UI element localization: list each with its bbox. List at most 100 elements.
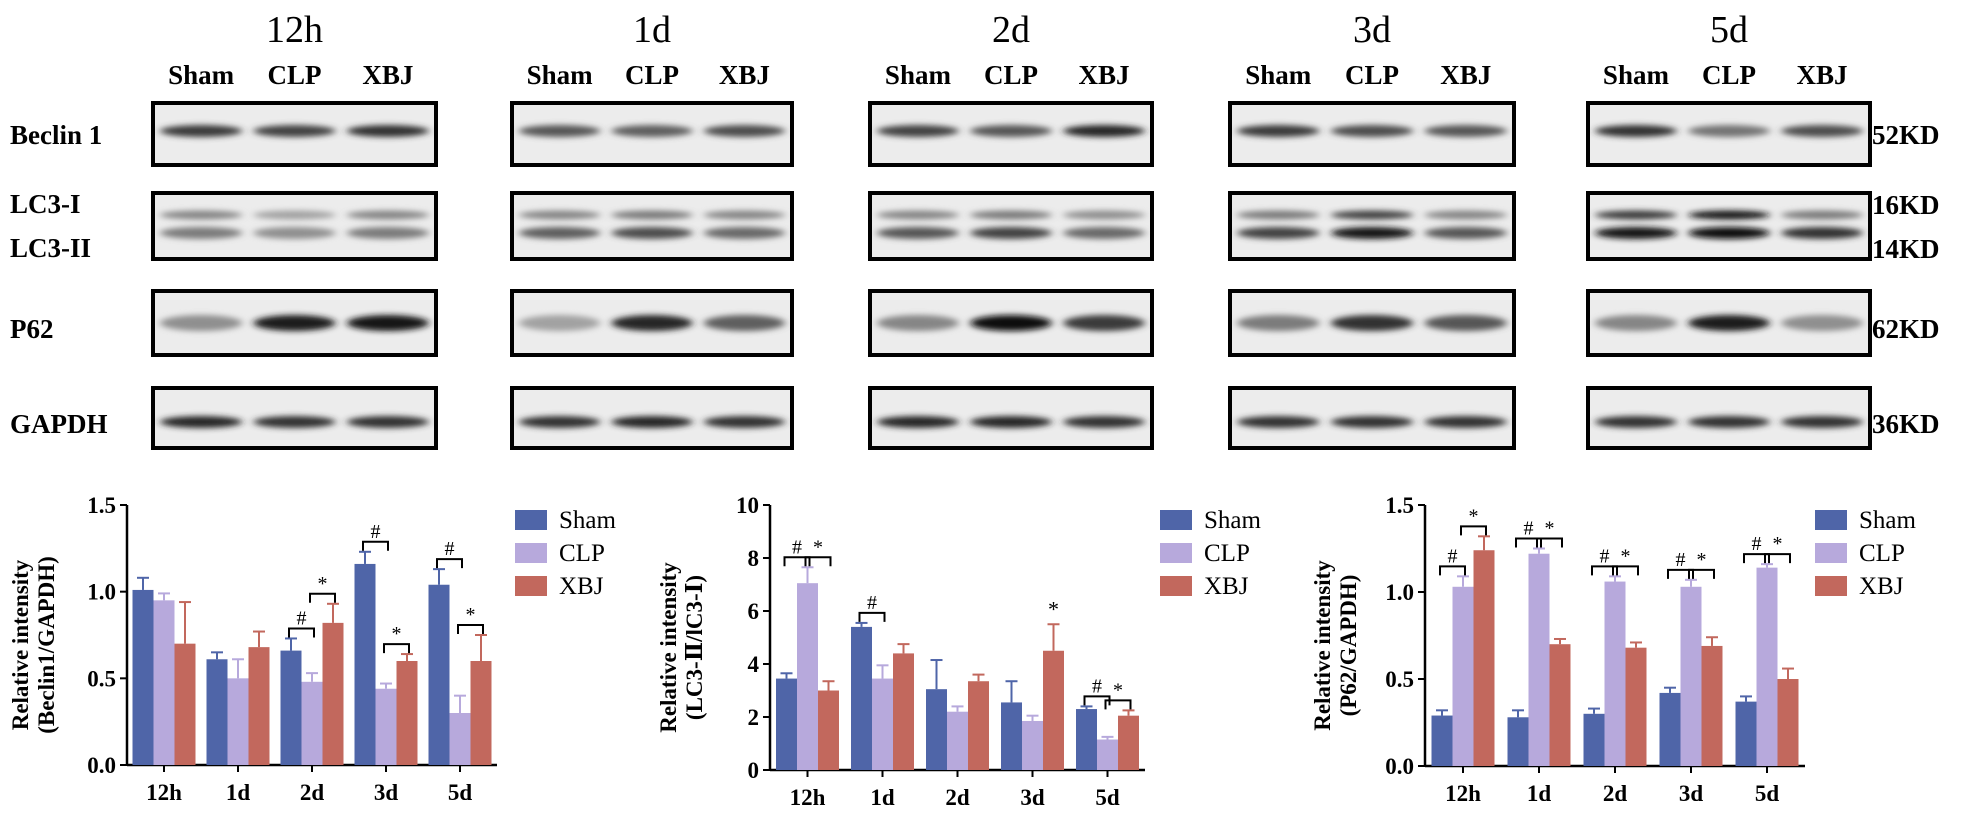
protein-label: Beclin 1 [10, 120, 102, 150]
lane-label: CLP [625, 60, 679, 90]
lane-label: Sham [885, 60, 952, 90]
y-tick-label: 0.5 [87, 666, 116, 691]
bar-xbj [1043, 650, 1064, 770]
significance-mark: # [867, 592, 877, 614]
legend-swatch [1160, 543, 1192, 563]
legend-swatch [515, 510, 547, 530]
bar-sham [1659, 692, 1681, 766]
bar-clp [375, 688, 397, 765]
significance-mark: # [1524, 518, 1534, 540]
legend-label: CLP [559, 540, 605, 567]
bar-clp [449, 713, 471, 765]
band-beclin1 [1781, 125, 1863, 137]
y-axis-label-line: Relative intensity [656, 562, 681, 733]
band-beclin1 [1063, 125, 1145, 137]
lane-label: XBJ [362, 60, 413, 90]
band-lc3-ii [877, 227, 959, 239]
significance-mark: * [813, 536, 823, 558]
band-p62 [1330, 315, 1414, 331]
band-lc3-ii [1781, 227, 1863, 239]
x-tick-label: 3d [374, 780, 399, 805]
y-tick-label: 0.0 [1385, 754, 1414, 779]
bar-sham [354, 563, 376, 765]
significance-bracket [309, 592, 336, 603]
x-tick-label: 12h [1445, 781, 1481, 806]
legend-label: Sham [559, 507, 617, 534]
significance-mark: * [392, 623, 402, 645]
blot-box-lc3 [868, 191, 1154, 261]
bar-xbj [174, 643, 196, 765]
significance-mark: * [466, 604, 476, 626]
lane-label: CLP [1345, 60, 1399, 90]
timepoint-label: 3d [1353, 9, 1391, 51]
y-tick-label: 2 [748, 705, 760, 730]
y-axis-label-line: (P62/GAPDH) [1336, 575, 1361, 717]
band-p62 [703, 315, 786, 331]
bar-clp [1022, 720, 1043, 770]
bar-xbj [1777, 679, 1799, 766]
band-lc3-ii [253, 227, 336, 239]
significance-mark: # [1600, 545, 1610, 567]
x-tick-label: 12h [790, 785, 826, 810]
x-tick-label: 5d [448, 780, 473, 805]
blot-group-3d: 3d Sham CLP XBJ [1228, 9, 1516, 450]
marker-size-label: 14KD [1872, 234, 1940, 264]
marker-size-label: 52KD [1872, 120, 1940, 150]
legend-label: XBJ [1859, 573, 1904, 600]
significance-mark: # [297, 607, 307, 629]
band-p62 [877, 315, 959, 331]
band-beclin1 [1688, 125, 1770, 137]
y-tick-label: 10 [736, 493, 759, 518]
legend-swatch [515, 576, 547, 596]
band-beclin1 [611, 125, 693, 137]
y-tick-label: 4 [748, 652, 760, 677]
bar-clp [227, 678, 249, 765]
x-tick-label: 2d [945, 785, 970, 810]
band-gapdh [346, 416, 429, 428]
band-lc3-i [346, 210, 429, 220]
band-gapdh [1688, 416, 1770, 428]
p62-chart: 0.0 0.5 1.0 1.5 Relative intensity(P62/GAPDH… [1310, 493, 1917, 806]
lane-label: Sham [168, 60, 235, 90]
significance-bracket [383, 643, 410, 654]
bar-sham [1431, 715, 1453, 766]
marker-size-label: 36KD [1872, 409, 1940, 439]
x-tick-label: 2d [300, 780, 325, 805]
significance-mark: * [1048, 596, 1059, 621]
blot-group-12h: 12h Sham CLP XBJ [151, 9, 438, 450]
band-lc3-ii [519, 227, 601, 239]
legend-label: Sham [1859, 507, 1917, 534]
y-axis-label-line: Relative intensity [1310, 560, 1335, 731]
significance-bracket [783, 556, 811, 567]
band-lc3-i [970, 210, 1052, 220]
y-tick-label: 0.0 [87, 753, 116, 778]
bar-clp [1097, 739, 1118, 770]
significance-bracket [1439, 565, 1466, 576]
bar-sham [1507, 717, 1529, 766]
legend-label: XBJ [559, 573, 604, 600]
band-p62 [1781, 315, 1863, 331]
band-gapdh [160, 416, 243, 428]
band-lc3-i [1424, 210, 1507, 220]
band-gapdh [253, 416, 336, 428]
significance-mark: * [1773, 533, 1783, 555]
bar-xbj [470, 661, 492, 765]
timepoint-label: 1d [633, 9, 671, 51]
bar-xbj [248, 647, 270, 765]
bar-sham [132, 589, 154, 765]
band-lc3-ii [1330, 227, 1414, 239]
significance-bracket [457, 624, 484, 634]
band-lc3-ii [160, 227, 243, 239]
significance-bracket [1764, 553, 1791, 564]
bar-sham [1583, 713, 1605, 766]
band-lc3-ii [970, 227, 1052, 239]
significance-mark: * [1545, 518, 1555, 540]
band-lc3-i [519, 210, 601, 220]
bar-clp [301, 681, 323, 765]
band-lc3-ii [1595, 227, 1677, 239]
legend-swatch [1160, 576, 1192, 596]
band-beclin1 [1330, 125, 1414, 137]
significance-bracket [1460, 525, 1487, 536]
legend-swatch [1160, 510, 1192, 530]
y-tick-label: 6 [748, 599, 760, 624]
